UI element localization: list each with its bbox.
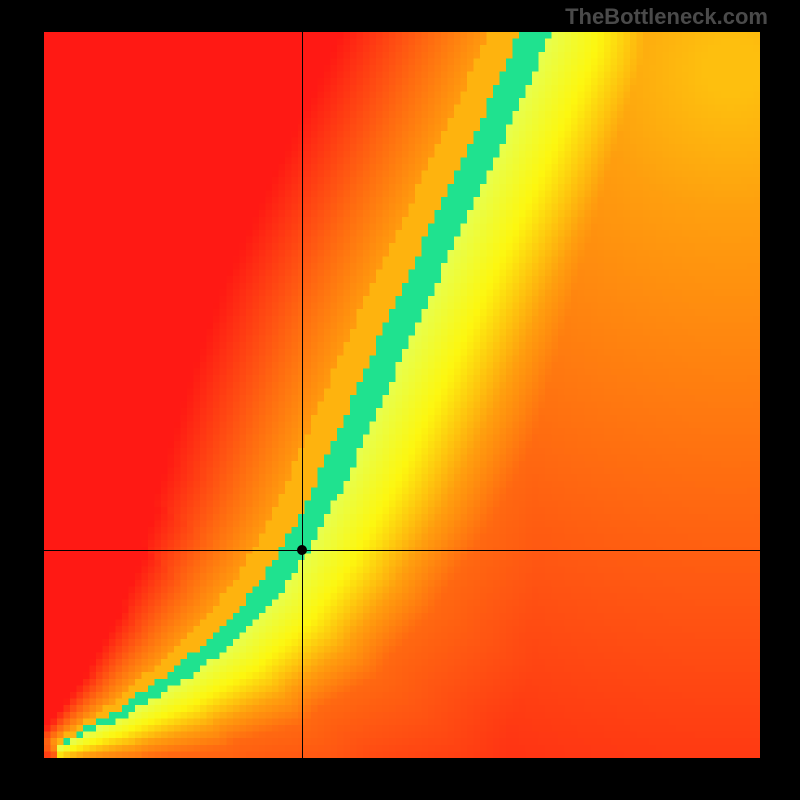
crosshair-horizontal — [44, 550, 760, 551]
heatmap-canvas — [44, 32, 760, 758]
heatmap-plot — [44, 32, 760, 758]
crosshair-vertical — [302, 32, 303, 758]
marker-dot — [297, 545, 307, 555]
watermark-text: TheBottleneck.com — [565, 4, 768, 30]
